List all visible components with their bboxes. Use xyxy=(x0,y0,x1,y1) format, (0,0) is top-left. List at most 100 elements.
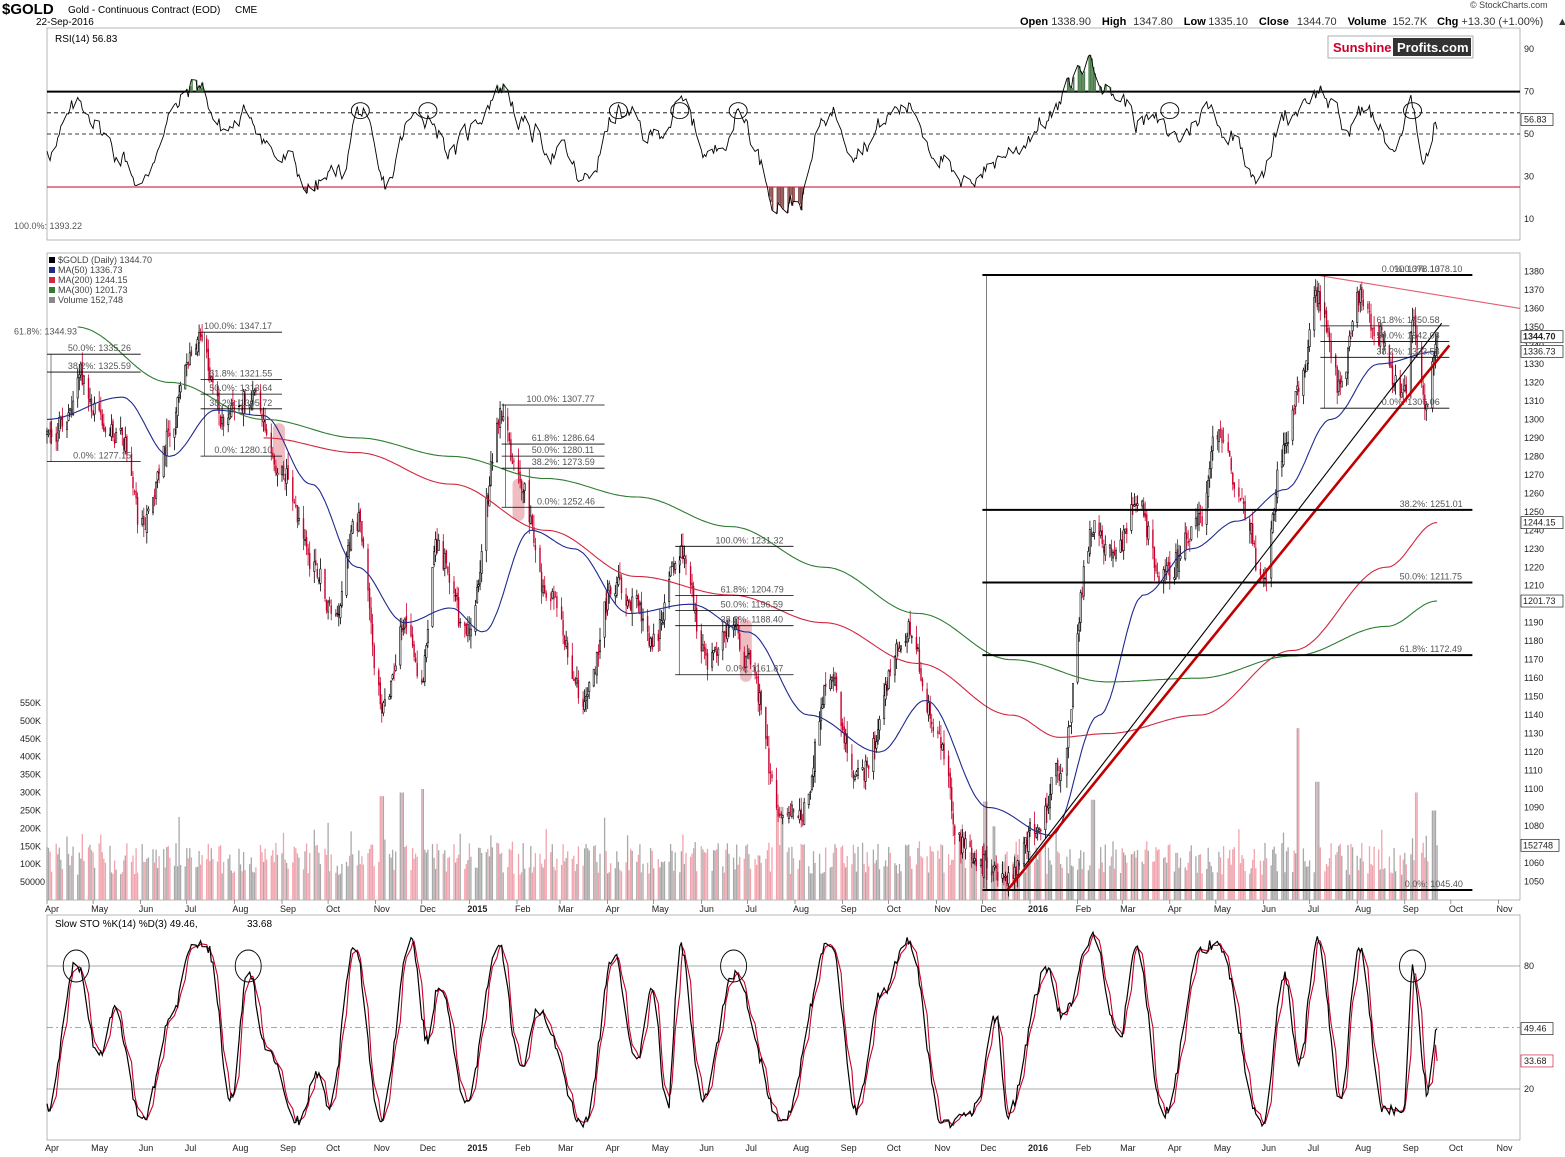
volume-tick-label: 350K xyxy=(20,770,41,780)
legend-entry: MA(300) 1201.73 xyxy=(58,285,128,295)
legend-entry: Volume 152,748 xyxy=(58,295,123,305)
x-tick-label: Aug xyxy=(1355,904,1371,914)
fib-level-label: 0.0%: 1280.10 xyxy=(214,445,272,455)
volume-value-label: 152748 xyxy=(1523,840,1553,850)
fib-level-label: 50.0%: 1342.08 xyxy=(1377,331,1440,341)
x-tick-label: 2016 xyxy=(1028,904,1048,914)
price-tick-label: 1160 xyxy=(1524,673,1543,683)
price-tick-label: 1170 xyxy=(1524,655,1543,665)
x-tick-label: Nov xyxy=(1496,904,1513,914)
stochastic-x-tick-label: 2016 xyxy=(1028,1143,1048,1153)
fib-level-label: 50.0%: 1196.59 xyxy=(721,600,783,610)
volume-tick-label: 150K xyxy=(20,841,41,851)
ohlc-label-high: High xyxy=(1102,16,1127,28)
ohlc-label-volume: Volume xyxy=(1348,16,1387,28)
trendline xyxy=(1023,322,1443,868)
x-tick-label: Feb xyxy=(515,904,531,914)
stochastic-k-box xyxy=(1520,1022,1554,1035)
stochastic-x-tick-label: Dec xyxy=(420,1143,437,1153)
rsi-circled-peak xyxy=(350,102,370,120)
legend-entry: $GOLD (Daily) 1344.70 xyxy=(58,255,152,265)
price-value-box xyxy=(1520,330,1564,344)
price-tick-label: 1100 xyxy=(1524,784,1543,794)
stochastic-x-tick-label: Jun xyxy=(139,1143,154,1153)
stochastic-x-tick-label: Oct xyxy=(326,1143,341,1153)
moving-average-200 xyxy=(263,437,1438,738)
rsi-tick-label: 70 xyxy=(1524,87,1534,97)
fib-level-label: 0.0%: 1306.06 xyxy=(1382,397,1440,407)
price-tick-label: 1330 xyxy=(1524,359,1544,369)
volume-tick-label: 550K xyxy=(20,698,41,708)
price-tick-label: 1230 xyxy=(1524,544,1544,554)
x-tick-label: Dec xyxy=(420,904,437,914)
stochastic-x-tick-label: Sep xyxy=(280,1143,296,1153)
stochastic-x-tick-label: Feb xyxy=(515,1143,531,1153)
x-tick-label: Nov xyxy=(374,904,391,914)
x-tick-label: Jun xyxy=(699,904,714,914)
symbol-description: Gold - Continuous Contract (EOD) xyxy=(68,5,220,16)
candle-bodies-up xyxy=(46,289,1439,884)
fib-level-label: 100.0%: 1347.17 xyxy=(204,321,272,331)
ohlc-value-volume: 152.7K xyxy=(1392,16,1428,28)
watermark-sunshine: Sunshine xyxy=(1333,40,1392,55)
ohlc-label-low: Low xyxy=(1184,16,1206,28)
sunshine-profits-watermark: Sunshine Profits.com xyxy=(1327,35,1474,59)
stochastic-title-d: 33.68 xyxy=(247,919,272,930)
symbol-title: $GOLD xyxy=(2,1,54,18)
volume-tick-label: 50000 xyxy=(20,877,45,887)
rsi-title: RSI(14) 56.83 xyxy=(55,34,118,45)
rsi-circled-peak xyxy=(1403,102,1422,120)
stochastic-x-tick-label: Nov xyxy=(374,1143,391,1153)
rsi-last-value: 56.83 xyxy=(1524,115,1547,125)
price-highlight xyxy=(512,478,525,522)
moving-average-50 xyxy=(46,350,1438,836)
price-value-box xyxy=(1520,594,1564,608)
stochastic-d-box xyxy=(1520,1054,1554,1068)
stochastic-x-tick-label: 2015 xyxy=(467,1143,487,1153)
ohlc-value-close: 1344.70 xyxy=(1297,16,1337,28)
legend-swatch xyxy=(49,277,55,283)
x-tick-label: Mar xyxy=(558,904,574,914)
stochastic-x-tick-label: Oct xyxy=(887,1143,902,1153)
x-tick-label: Mar xyxy=(1120,904,1136,914)
price-tick-label: 1190 xyxy=(1524,618,1543,628)
rsi-circled-peak xyxy=(728,102,748,120)
price-tick-label: 1080 xyxy=(1524,821,1544,831)
fib-level-label: 100.0%: 1231.32 xyxy=(715,535,783,545)
x-tick-label: Jul xyxy=(745,904,757,914)
fib-level-label: 61.8%: 1321.55 xyxy=(209,369,272,379)
fib-level-label: 50.0%: 1280.11 xyxy=(532,445,594,455)
fib-level-label: 61.8%: 1204.79 xyxy=(721,584,784,594)
fib-outside-label: 61.8%: 1344.93 xyxy=(14,326,77,336)
stochastic-x-tick-label: Nov xyxy=(934,1143,951,1153)
price-tick-label: 1350 xyxy=(1524,322,1544,332)
fib-level-label: 0.0%: 1161.87 xyxy=(726,664,783,674)
fib-level-label: 38.2%: 1188.40 xyxy=(721,615,783,625)
ohlc-label-open: Open xyxy=(1020,16,1048,28)
stochastic-x-tick-label: Sep xyxy=(1403,1143,1419,1153)
stochastic-x-tick-label: May xyxy=(91,1143,109,1153)
stochastic-x-tick-label: Jul xyxy=(1308,1143,1320,1153)
volume-tick-label: 500K xyxy=(20,716,41,726)
moving-average-300 xyxy=(77,326,1438,683)
x-tick-label: Jul xyxy=(185,904,197,914)
stochastic-x-tick-label: Mar xyxy=(1120,1143,1136,1153)
rsi-line xyxy=(46,54,1438,215)
stochastic-x-tick-label: May xyxy=(1214,1143,1232,1153)
stochastic-circled-peak xyxy=(234,949,262,983)
price-tick-label: 1110 xyxy=(1524,766,1543,776)
price-tick-label: 1270 xyxy=(1524,470,1544,480)
price-value-box xyxy=(1520,345,1564,358)
stochastic-k-value: 49.46 xyxy=(1524,1024,1547,1034)
price-value-label: 1336.73 xyxy=(1523,346,1556,356)
stochastic-d-line xyxy=(46,934,1438,1127)
rsi-tick-label: 90 xyxy=(1524,44,1534,54)
x-tick-label: Jun xyxy=(1261,904,1276,914)
price-value-label: 1344.70 xyxy=(1523,332,1556,342)
price-tick-label: 1220 xyxy=(1524,562,1544,572)
legend-swatch xyxy=(49,287,55,293)
x-tick-label: Apr xyxy=(45,904,59,914)
stochastic-x-tick-label: Apr xyxy=(1168,1143,1182,1153)
legend-entry: MA(50) 1336.73 xyxy=(58,265,123,275)
